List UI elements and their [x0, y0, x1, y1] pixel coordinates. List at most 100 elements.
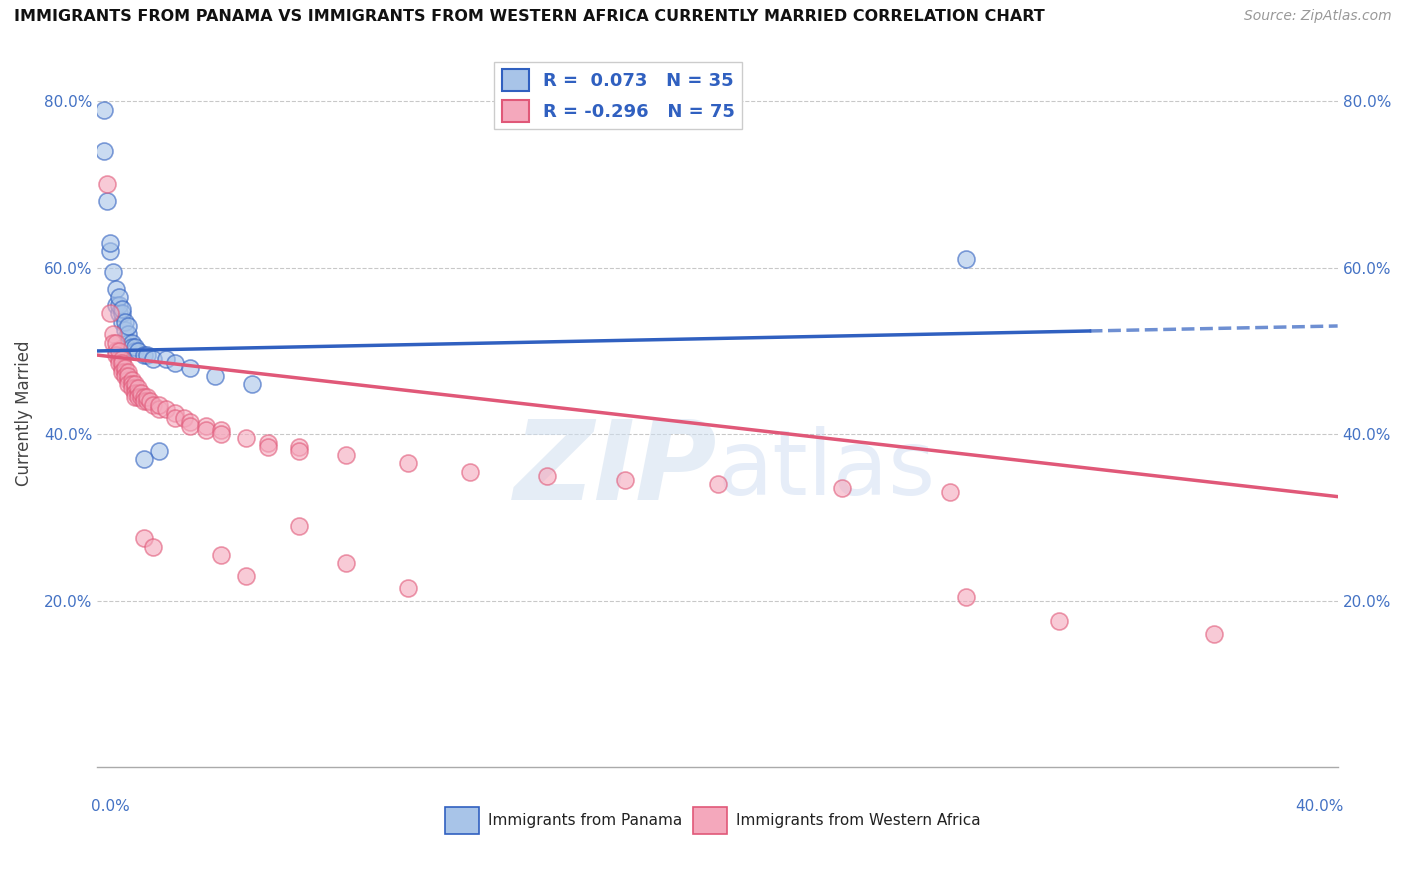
Point	[127, 385, 149, 400]
Point	[117, 335, 139, 350]
Point	[163, 406, 186, 420]
Point	[706, 477, 728, 491]
Point	[288, 443, 311, 458]
Point	[163, 410, 186, 425]
Point	[121, 340, 143, 354]
Point	[124, 340, 146, 354]
Point	[179, 418, 201, 433]
Point	[179, 360, 201, 375]
Legend: R =  0.073   N = 35, R = -0.296   N = 75: R = 0.073 N = 35, R = -0.296 N = 75	[495, 62, 742, 129]
Point	[831, 481, 853, 495]
Point	[93, 103, 115, 117]
Point	[242, 377, 264, 392]
Point	[136, 348, 159, 362]
Point	[124, 381, 146, 395]
Text: 40.0%: 40.0%	[1295, 799, 1344, 814]
Point	[96, 178, 118, 192]
Text: atlas: atlas	[717, 426, 935, 514]
Point	[211, 427, 233, 442]
Point	[101, 265, 124, 279]
Point	[105, 281, 128, 295]
Point	[288, 518, 311, 533]
Point	[211, 548, 233, 562]
Point	[148, 402, 170, 417]
Point	[93, 144, 115, 158]
Point	[1047, 615, 1070, 629]
Point	[536, 468, 558, 483]
Point	[117, 318, 139, 333]
Text: Immigrants from Panama: Immigrants from Panama	[488, 814, 682, 829]
Text: ZIP: ZIP	[515, 417, 717, 524]
Bar	[444, 807, 479, 834]
Point	[235, 431, 257, 445]
Point	[121, 335, 143, 350]
Point	[148, 398, 170, 412]
Y-axis label: Currently Married: Currently Married	[15, 341, 32, 486]
Point	[195, 423, 218, 437]
Point	[173, 410, 195, 425]
Point	[132, 393, 155, 408]
Point	[117, 368, 139, 383]
Point	[111, 315, 134, 329]
Point	[124, 377, 146, 392]
Point	[124, 385, 146, 400]
Point	[98, 306, 121, 320]
Point	[108, 298, 131, 312]
Point	[335, 556, 357, 570]
Point	[108, 352, 131, 367]
Point	[108, 343, 131, 358]
Point	[117, 373, 139, 387]
Point	[129, 390, 152, 404]
Point	[96, 194, 118, 208]
Point	[114, 323, 136, 337]
Point	[132, 348, 155, 362]
Point	[111, 302, 134, 317]
Point	[195, 418, 218, 433]
Point	[105, 348, 128, 362]
Point	[155, 352, 177, 367]
Point	[114, 315, 136, 329]
Point	[124, 390, 146, 404]
Point	[108, 290, 131, 304]
Point	[142, 540, 165, 554]
Point	[132, 390, 155, 404]
Point	[111, 365, 134, 379]
Text: 0.0%: 0.0%	[91, 799, 129, 814]
Point	[117, 327, 139, 342]
Point	[127, 343, 149, 358]
Point	[132, 452, 155, 467]
Point	[163, 356, 186, 370]
Bar	[693, 807, 727, 834]
Point	[129, 385, 152, 400]
Point	[111, 360, 134, 375]
Point	[127, 390, 149, 404]
Point	[101, 327, 124, 342]
Point	[117, 377, 139, 392]
Point	[111, 352, 134, 367]
Point	[204, 368, 226, 383]
Point	[211, 423, 233, 437]
Point	[101, 335, 124, 350]
Point	[613, 473, 636, 487]
Point	[136, 393, 159, 408]
Point	[108, 356, 131, 370]
Point	[114, 365, 136, 379]
Point	[148, 443, 170, 458]
Point	[114, 360, 136, 375]
Point	[114, 368, 136, 383]
Point	[105, 335, 128, 350]
Text: IMMIGRANTS FROM PANAMA VS IMMIGRANTS FROM WESTERN AFRICA CURRENTLY MARRIED CORRE: IMMIGRANTS FROM PANAMA VS IMMIGRANTS FRO…	[14, 9, 1045, 24]
Point	[111, 306, 134, 320]
Point	[396, 456, 419, 470]
Point	[155, 402, 177, 417]
Point	[132, 531, 155, 545]
Text: Immigrants from Western Africa: Immigrants from Western Africa	[737, 814, 981, 829]
Point	[257, 440, 280, 454]
Point	[955, 252, 977, 267]
Point	[98, 244, 121, 258]
Point	[124, 343, 146, 358]
Point	[121, 377, 143, 392]
Point	[257, 435, 280, 450]
Text: Source: ZipAtlas.com: Source: ZipAtlas.com	[1244, 9, 1392, 23]
Point	[955, 590, 977, 604]
